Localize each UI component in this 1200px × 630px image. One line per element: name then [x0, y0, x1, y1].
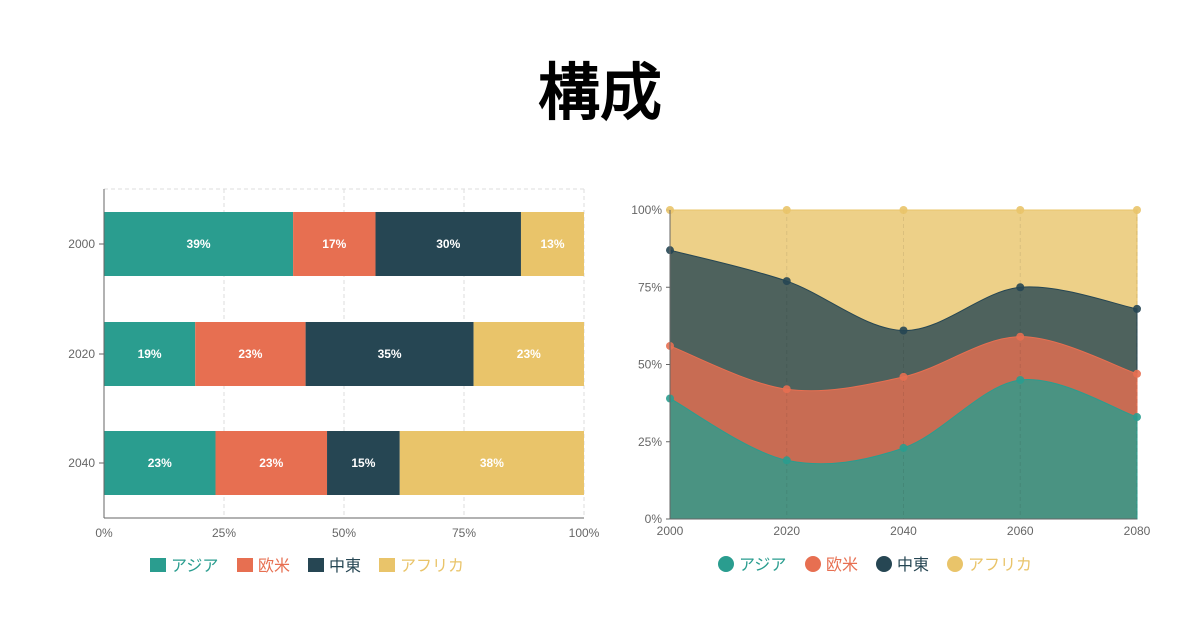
y-tick-label: 0%	[645, 512, 663, 526]
legend-swatch	[308, 558, 324, 572]
data-point	[1016, 206, 1025, 214]
bar-segment	[195, 322, 306, 386]
data-label: 23%	[259, 456, 283, 470]
legend-marker	[947, 556, 963, 572]
bar-segment	[375, 212, 521, 276]
y-tick-label: 2040	[68, 456, 95, 470]
data-label: 23%	[148, 456, 172, 470]
data-label: 39%	[187, 237, 211, 251]
x-tick-label: 2020	[773, 524, 800, 538]
bar-segment	[473, 322, 584, 386]
x-tick-label: 2080	[1124, 524, 1151, 538]
legend-label: 中東	[897, 555, 929, 574]
data-label: 19%	[138, 347, 162, 361]
data-point	[1133, 206, 1141, 214]
x-tick-label: 2060	[1007, 524, 1034, 538]
data-point	[1133, 413, 1141, 422]
data-point	[782, 206, 791, 214]
data-label: 38%	[480, 456, 504, 470]
data-point	[899, 372, 908, 381]
bar-segment	[305, 322, 474, 386]
data-point	[899, 326, 908, 335]
legend-marker	[718, 556, 734, 572]
bar-segment	[327, 431, 400, 495]
data-label: 30%	[436, 237, 460, 251]
legend-marker	[805, 556, 821, 572]
page-title: 構成	[537, 56, 662, 129]
data-label: 13%	[540, 237, 564, 251]
data-point	[782, 385, 791, 394]
data-point	[782, 277, 791, 286]
data-point	[899, 206, 908, 214]
bar-segment	[520, 212, 584, 276]
legend-label: アジア	[739, 555, 786, 574]
y-tick-label: 100%	[631, 203, 662, 217]
legend-label: アフリカ	[400, 556, 464, 575]
bar-segment	[104, 212, 294, 276]
y-tick-label: 75%	[638, 280, 662, 294]
legend-marker	[876, 556, 892, 572]
data-point	[899, 443, 908, 452]
data-label: 23%	[517, 347, 541, 361]
y-tick-label: 25%	[638, 435, 662, 449]
x-tick-label: 0%	[95, 526, 113, 540]
legend-label: アフリカ	[968, 555, 1032, 574]
legend-label: アジア	[171, 556, 218, 575]
bar-segment	[215, 431, 328, 495]
x-tick-label: 25%	[212, 526, 236, 540]
data-point	[1016, 283, 1025, 292]
legend-label: 欧米	[258, 556, 290, 575]
data-point	[1133, 304, 1141, 313]
x-tick-label: 75%	[452, 526, 476, 540]
bar-segment	[104, 322, 196, 386]
data-point	[782, 456, 791, 465]
bar-segment	[399, 431, 584, 495]
data-label: 15%	[351, 456, 375, 470]
data-point	[1133, 369, 1141, 378]
y-tick-label: 2020	[68, 347, 95, 361]
data-label: 35%	[378, 347, 402, 361]
legend-swatch	[379, 558, 395, 572]
data-label: 23%	[238, 347, 262, 361]
legend-label: 欧米	[826, 555, 858, 574]
bar-segment	[293, 212, 376, 276]
x-tick-label: 2000	[657, 524, 684, 538]
x-tick-label: 50%	[332, 526, 356, 540]
data-label: 17%	[322, 237, 346, 251]
data-point	[1016, 332, 1025, 341]
data-point	[1016, 375, 1025, 384]
legend-swatch	[150, 558, 166, 572]
legend-label: 中東	[329, 556, 361, 575]
x-tick-label: 100%	[569, 526, 600, 540]
y-tick-label: 2000	[68, 237, 95, 251]
bar-segment	[104, 431, 216, 495]
legend-swatch	[237, 558, 253, 572]
x-tick-label: 2040	[890, 524, 917, 538]
y-tick-label: 50%	[638, 358, 662, 372]
